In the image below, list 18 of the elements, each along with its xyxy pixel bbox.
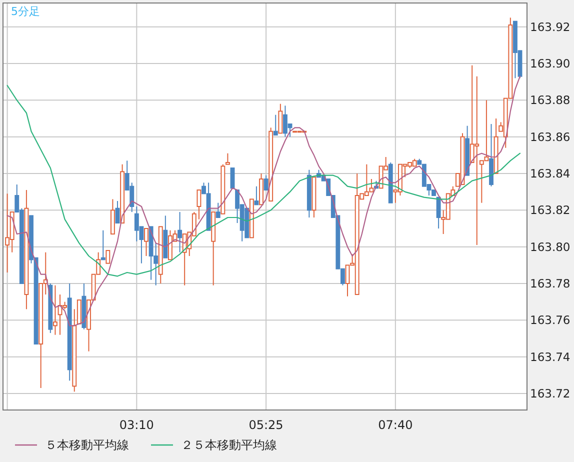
y-tick-label: 163.72 [530,386,570,400]
line-series [6,84,521,277]
y-tick-label: 163.92 [530,20,570,34]
y-tick-label: 163.82 [530,203,570,218]
x-tick-label: 07:40 [378,418,413,432]
y-tick-label: 163.88 [530,93,570,108]
chart-title: 5分足 [11,5,40,18]
y-tick-label: 163.80 [530,240,570,254]
y-tick-label: 163.86 [530,130,570,144]
legend-label: ２５本移動平均線 [181,438,277,452]
x-tick-label: 05:25 [248,418,284,432]
x-tick-label: 03:10 [119,418,154,432]
y-tick-label: 163.90 [530,56,570,70]
y-tick-label: 163.84 [530,166,570,180]
legend-label: ５本移動平均線 [45,438,129,452]
y-tick-label: 163.78 [530,276,570,290]
y-tick-label: 163.76 [530,313,570,328]
y-tick-label: 163.74 [530,350,570,364]
